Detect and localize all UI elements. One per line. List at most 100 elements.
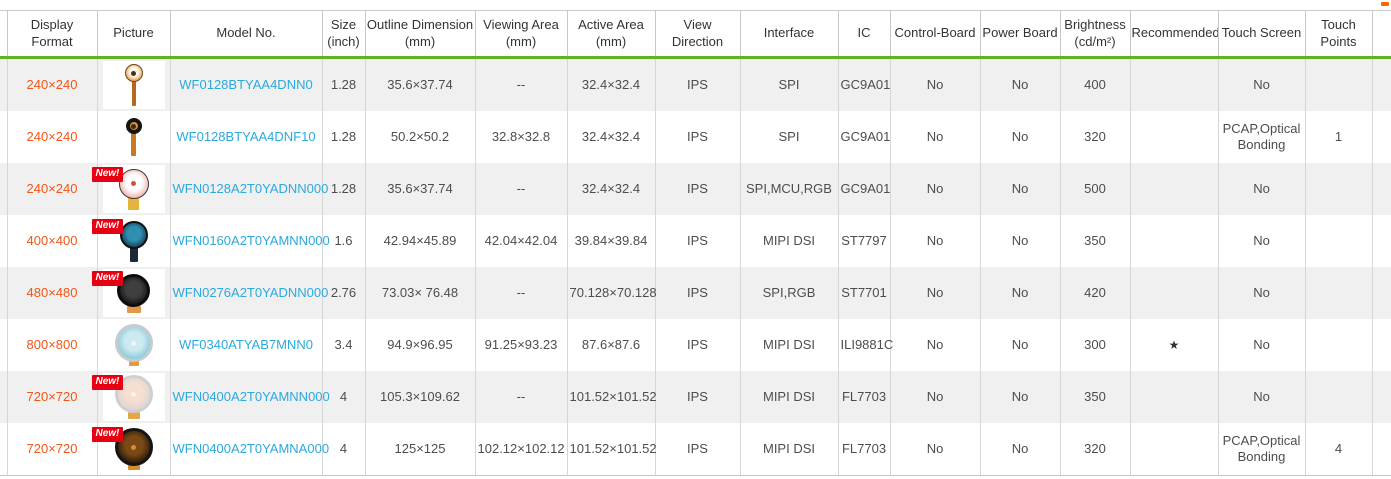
cell-brightness: 350: [1059, 215, 1130, 267]
cell-size: 1.28: [321, 111, 365, 163]
product-photo[interactable]: New!: [91, 165, 165, 213]
product-table-wrap: Display Format Picture Model No. Size (inch)…: [0, 10, 1391, 476]
cell-brightness: 420: [1059, 267, 1130, 319]
cell-brightness: 500: [1059, 163, 1130, 215]
display-format-value: 240×240: [26, 180, 78, 196]
cell-model-no: WF0128BTYAA4DNF10: [169, 111, 322, 163]
model-link[interactable]: WFN0276A2T0YADNN000: [172, 284, 329, 300]
cell-display-format: 240×240: [6, 57, 97, 111]
cell-active: 39.84×39.84: [566, 215, 655, 267]
product-photo[interactable]: [102, 113, 165, 161]
column-header-label: Active Area: [578, 17, 644, 33]
product-photo[interactable]: [102, 61, 165, 109]
column-header-label: Control-Board: [894, 25, 976, 41]
table-row: 400×400 New! WFN0160A2T0YAMNN000 1.6 42.94×4…: [0, 215, 1391, 267]
model-link[interactable]: WFN0160A2T0YAMNN000: [172, 232, 330, 248]
column-header-label: Picture: [113, 25, 154, 41]
model-link[interactable]: WFN0400A2T0YAMNN000: [172, 388, 330, 404]
column-header-size: Size (inch): [321, 10, 366, 59]
column-header-unit: (cd/m²): [1074, 33, 1116, 49]
cell-ic: ST7701: [837, 267, 890, 319]
column-header-recommended: Recommended: [1129, 10, 1219, 59]
column-header-label: Recommended: [1131, 25, 1218, 41]
cell-clipped-right: [1371, 371, 1391, 423]
cell-brightness: 350: [1059, 371, 1130, 423]
cell-interface: MIPI DSI: [739, 371, 838, 423]
new-badge: New!: [91, 427, 124, 442]
table-body: 240×240 WF0128BTYAA4DNN0 1.28 35.6×37.74 -- 3…: [0, 57, 1391, 476]
display-center-dot: [131, 444, 136, 450]
product-photo[interactable]: [102, 321, 165, 369]
cell-view_direction: IPS: [654, 423, 740, 476]
cell-clipped-left: [0, 267, 7, 319]
cell-clipped-right: [1371, 57, 1391, 111]
cell-display-format: 720×720: [6, 423, 97, 476]
column-header-power_board: Power Board: [979, 10, 1061, 59]
cell-power_board: No: [979, 423, 1060, 476]
cell-interface: MIPI DSI: [739, 319, 838, 371]
cell-interface: MIPI DSI: [739, 215, 838, 267]
cell-outline: 42.94×45.89: [364, 215, 475, 267]
round-display-watchface-icon: [114, 324, 153, 362]
cell-viewing: --: [474, 163, 567, 215]
cell-model-no: WF0340ATYAB7MNN0: [169, 319, 322, 371]
model-link[interactable]: WF0128BTYAA4DNF10: [176, 128, 316, 144]
cell-touch_points: [1304, 371, 1372, 423]
cell-control_board: No: [889, 371, 980, 423]
column-header-label: View Direction: [671, 17, 724, 49]
cell-active: 70.128×70.128: [566, 267, 657, 319]
column-header-control_board: Control-Board: [889, 10, 981, 59]
cell-picture: [96, 319, 170, 371]
cell-recommended: [1129, 57, 1218, 111]
column-header-unit: (mm): [505, 33, 537, 49]
cell-recommended: ★: [1129, 319, 1218, 371]
column-header-unit: (mm): [404, 33, 436, 49]
round-display-scene-icon: [119, 220, 148, 249]
cell-touch_screen: No: [1217, 371, 1305, 423]
cell-active: 101.52×101.52: [566, 371, 657, 423]
cell-view_direction: IPS: [654, 267, 740, 319]
column-header-label: Interface: [763, 25, 815, 41]
cell-interface: SPI,RGB: [739, 267, 838, 319]
display-center-dot: [131, 123, 136, 129]
cell-touch_screen: No: [1217, 267, 1305, 319]
column-header-outline: Outline Dimension (mm): [364, 10, 476, 59]
cell-view_direction: IPS: [654, 57, 740, 111]
model-link[interactable]: WFN0128A2T0YADNN000: [172, 180, 329, 196]
product-photo[interactable]: New!: [91, 217, 165, 265]
cell-picture: New!: [91, 163, 170, 215]
round-display-lollipop-icon: [124, 64, 143, 82]
product-photo[interactable]: New!: [91, 269, 165, 317]
cell-outline: 105.3×109.62: [364, 371, 475, 423]
cell-recommended: [1129, 371, 1218, 423]
product-photo[interactable]: New!: [91, 373, 165, 421]
column-header-unit: (inch): [327, 33, 360, 49]
column-header-model_no: Model No.: [169, 10, 323, 59]
column-header-display_format: Display Format: [6, 10, 98, 59]
clipped-column-right: [1371, 10, 1391, 59]
model-link[interactable]: WFN0400A2T0YAMNA000: [172, 440, 330, 456]
flex-cable: [131, 81, 136, 106]
cell-clipped-right: [1371, 319, 1391, 371]
cell-control_board: No: [889, 111, 980, 163]
cell-viewing: 42.04×42.04: [474, 215, 567, 267]
cell-display-format: 400×400: [6, 215, 97, 267]
cell-clipped-right: [1371, 215, 1391, 267]
model-link[interactable]: WF0128BTYAA4DNN0: [179, 76, 313, 92]
cell-viewing: --: [474, 57, 567, 111]
column-header-interface: Interface: [739, 10, 839, 59]
cell-view_direction: IPS: [654, 111, 740, 163]
cell-ic: GC9A01: [837, 111, 890, 163]
cell-viewing: 91.25×93.23: [474, 319, 567, 371]
column-header-touch_points: Touch Points: [1304, 10, 1373, 59]
model-link[interactable]: WF0340ATYAB7MNN0: [179, 336, 313, 352]
round-display-lollipop-icon: [125, 118, 142, 134]
flex-cable: [128, 361, 139, 366]
display-format-value: 240×240: [26, 76, 78, 92]
column-header-unit: (mm): [595, 33, 627, 49]
table-row: 240×240 WF0128BTYAA4DNF10 1.28 50.2×50.2 32.…: [0, 111, 1391, 163]
product-photo[interactable]: New!: [91, 425, 165, 473]
new-badge: New!: [91, 375, 124, 390]
cell-clipped-right: [1371, 111, 1391, 163]
